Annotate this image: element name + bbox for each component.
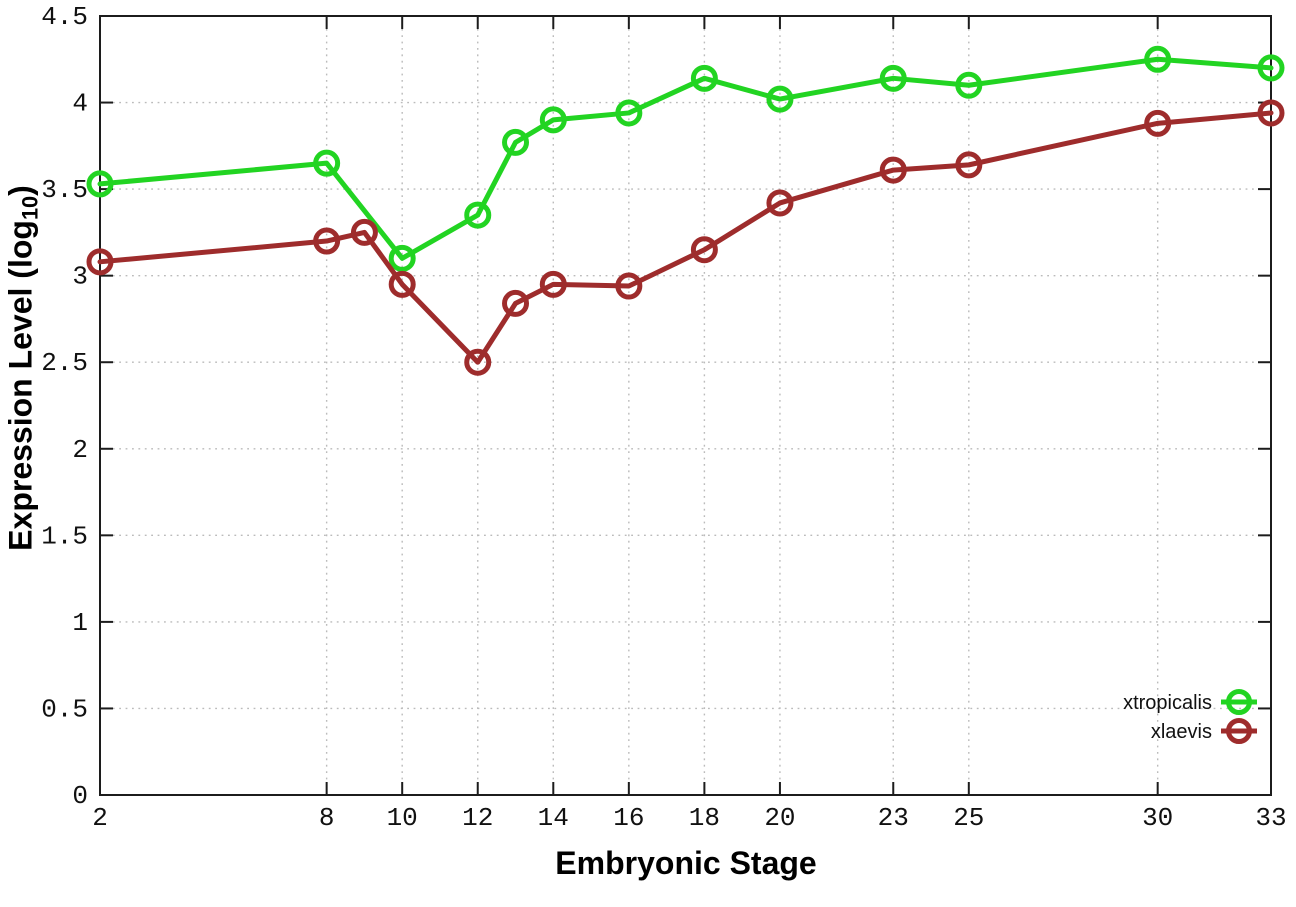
x-tick-label-10: 10 — [387, 803, 418, 833]
x-tick-label-25: 25 — [953, 803, 984, 833]
x-tick-label-8: 8 — [319, 803, 335, 833]
y-tick-label-1: 1 — [72, 608, 88, 638]
legend-sample-marker-xlaevis — [1226, 718, 1252, 744]
data-point-xlaevis-33 — [1257, 99, 1285, 127]
data-point-xtropicalis-8 — [313, 149, 341, 177]
data-point-xlaevis-10 — [388, 270, 416, 298]
x-tick-label-33: 33 — [1255, 803, 1286, 833]
x-tick-label-20: 20 — [764, 803, 795, 833]
y-tick-label-0.5: 0.5 — [41, 694, 88, 724]
y-tick-label-3: 3 — [72, 262, 88, 292]
y-tick-label-0: 0 — [72, 781, 88, 811]
data-point-xlaevis-30 — [1144, 109, 1172, 137]
data-point-xtropicalis-33 — [1257, 54, 1285, 82]
data-point-xlaevis-25 — [955, 151, 983, 179]
y-tick-label-2: 2 — [72, 435, 88, 465]
data-point-xtropicalis-10 — [388, 244, 416, 272]
series-line-xtropicalis — [97, 56, 1274, 261]
data-point-xlaevis-23 — [879, 156, 907, 184]
x-tick-label-30: 30 — [1142, 803, 1173, 833]
x-tick-label-14: 14 — [538, 803, 569, 833]
data-point-xtropicalis-13 — [502, 128, 530, 156]
data-point-xtropicalis-16 — [615, 99, 643, 127]
data-point-xlaevis-2 — [86, 248, 114, 276]
x-tick-label-16: 16 — [613, 803, 644, 833]
y-tick-label-3.5: 3.5 — [41, 175, 88, 205]
data-point-xtropicalis-18 — [690, 64, 718, 92]
x-tick-label-18: 18 — [689, 803, 720, 833]
y-axis-label: Expression Level (log10) — [2, 185, 43, 551]
data-point-xtropicalis-23 — [879, 64, 907, 92]
series-line-xlaevis — [97, 110, 1274, 365]
y-tick-label-4.5: 4.5 — [41, 2, 88, 32]
data-point-xlaevis-20 — [766, 189, 794, 217]
legend-sample-marker-xtropicalis — [1226, 689, 1252, 715]
data-point-xlaevis-12 — [464, 348, 492, 376]
y-tick-label-4: 4 — [72, 89, 88, 119]
data-point-xtropicalis-12 — [464, 201, 492, 229]
x-tick-label-2: 2 — [92, 803, 108, 833]
y-axis-label-subscript: 10 — [17, 195, 43, 221]
data-point-xlaevis-16 — [615, 272, 643, 300]
data-point-xtropicalis-30 — [1144, 45, 1172, 73]
plot-border — [99, 15, 1272, 796]
y-axis-label-close: ) — [2, 185, 39, 196]
x-tick-label-12: 12 — [462, 803, 493, 833]
data-point-xlaevis-14 — [539, 270, 567, 298]
y-axis-label-text: Expression Level (log — [2, 220, 39, 551]
y-tick-label-2.5: 2.5 — [41, 348, 88, 378]
data-point-xlaevis-18 — [690, 236, 718, 264]
y-tick-label-1.5: 1.5 — [41, 521, 88, 551]
data-point-xlaevis-8 — [313, 227, 341, 255]
data-point-xtropicalis-14 — [539, 106, 567, 134]
data-point-xtropicalis-2 — [86, 170, 114, 198]
x-tick-label-23: 23 — [878, 803, 909, 833]
data-point-xtropicalis-20 — [766, 85, 794, 113]
data-point-xtropicalis-25 — [955, 71, 983, 99]
data-point-xlaevis-9 — [350, 218, 378, 246]
legend-label-xlaevis: xlaevis — [1151, 721, 1212, 743]
x-axis-label: Embryonic Stage — [555, 845, 817, 881]
legend-label-xtropicalis: xtropicalis — [1123, 692, 1212, 714]
data-point-xlaevis-13 — [502, 289, 530, 317]
